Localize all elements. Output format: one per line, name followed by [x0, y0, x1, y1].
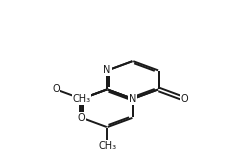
Text: N: N	[78, 94, 85, 104]
Text: O: O	[78, 113, 85, 123]
Text: CH₃: CH₃	[98, 141, 116, 151]
Text: O: O	[52, 84, 60, 94]
Text: N: N	[129, 94, 137, 104]
Text: O: O	[180, 94, 188, 104]
Text: CH₃: CH₃	[72, 94, 90, 104]
Text: N: N	[103, 65, 111, 75]
